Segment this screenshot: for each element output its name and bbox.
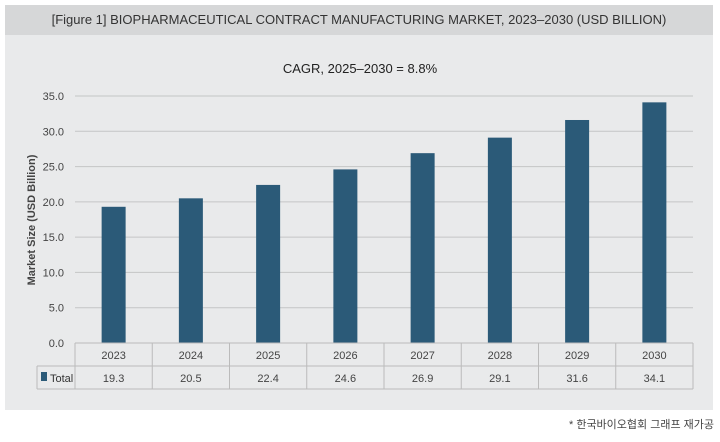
y-tick-label: 10.0 [43, 267, 64, 279]
y-tick-label: 35.0 [43, 91, 64, 103]
data-label: 29.1 [489, 373, 510, 385]
data-label: 34.1 [644, 373, 665, 385]
bar-2024 [178, 198, 203, 343]
x-tick-label: 2025 [256, 350, 280, 362]
data-label: 22.4 [257, 373, 278, 385]
bar-2028 [487, 137, 512, 343]
bar-2025 [256, 184, 281, 343]
legend-label: Total [50, 373, 73, 385]
y-tick-label: 25.0 [43, 162, 64, 174]
data-label: 19.3 [103, 373, 124, 385]
bar-2026 [333, 169, 358, 343]
bar-2030 [642, 102, 667, 343]
y-tick-label: 0.0 [49, 338, 64, 350]
y-axis-label: Market Size (USD Billion) [26, 154, 38, 285]
data-label: 31.6 [566, 373, 587, 385]
data-label: 26.9 [412, 373, 433, 385]
y-tick-label: 15.0 [43, 232, 64, 244]
bar-2029 [565, 119, 590, 343]
source-footnote: * 한국바이오협회 그래프 재가공 [568, 419, 714, 431]
x-tick-label: 2023 [101, 350, 125, 362]
figure-title: [Figure 1] BIOPHARMACEUTICAL CONTRACT MA… [5, 5, 713, 35]
y-tick-label: 30.0 [43, 126, 64, 138]
x-tick-label: 2028 [488, 350, 512, 362]
chart-title: CAGR, 2025–2030 = 8.8% [283, 61, 438, 76]
data-label: 24.6 [335, 373, 356, 385]
x-tick-label: 2030 [642, 350, 666, 362]
data-label: 20.5 [180, 373, 201, 385]
x-tick-label: 2024 [179, 350, 203, 362]
x-tick-label: 2027 [410, 350, 434, 362]
x-tick-label: 2029 [565, 350, 589, 362]
bar-2027 [410, 153, 435, 343]
y-tick-label: 20.0 [43, 197, 64, 209]
x-tick-label: 2026 [333, 350, 357, 362]
bar-2023 [101, 206, 126, 343]
y-tick-label: 5.0 [49, 303, 64, 315]
legend-swatch [41, 372, 47, 381]
